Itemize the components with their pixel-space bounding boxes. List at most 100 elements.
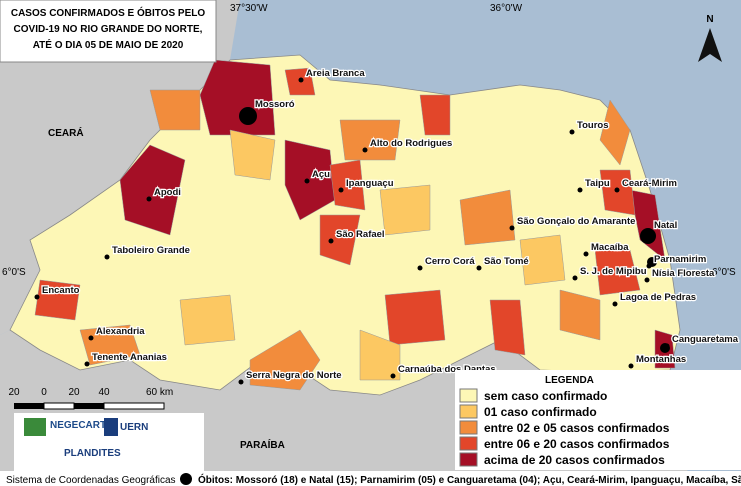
municipalities bbox=[34, 59, 676, 391]
city-label: Canguaretama bbox=[672, 334, 739, 345]
city-label: Lagoa de Pedras bbox=[620, 292, 696, 303]
city-label: Mossoró bbox=[255, 99, 295, 110]
acu bbox=[284, 139, 336, 221]
legend-label: entre 06 e 20 casos confirmados bbox=[484, 437, 670, 451]
city-label: Macaíba bbox=[591, 242, 629, 253]
south-red bbox=[489, 299, 526, 356]
city-dot bbox=[577, 187, 583, 193]
death-dot bbox=[239, 107, 257, 125]
city-dot bbox=[664, 343, 670, 349]
city-label: Nísia Floresta bbox=[652, 268, 715, 279]
legend-swatch bbox=[459, 452, 478, 467]
ipanguacu bbox=[329, 159, 366, 211]
city-label: Alto do Rodrigues bbox=[370, 138, 452, 149]
city-dot bbox=[572, 275, 578, 281]
east-orange bbox=[459, 189, 516, 246]
city-label: Serra Negra do Norte bbox=[246, 370, 342, 381]
city-label: Montanhas bbox=[636, 354, 686, 365]
scale-seg bbox=[103, 402, 165, 410]
city-dot bbox=[417, 265, 423, 271]
scale-label: 60 km bbox=[146, 387, 173, 398]
scale-label: 20 bbox=[8, 387, 20, 398]
city-dot bbox=[84, 361, 90, 367]
yellow-2 bbox=[379, 184, 431, 236]
north-arrow: N bbox=[698, 14, 722, 62]
city-label: Açu bbox=[312, 169, 330, 180]
graticule-label: 37°30'W bbox=[230, 3, 268, 14]
city-label: Natal bbox=[654, 220, 677, 231]
city-dot bbox=[476, 265, 482, 271]
legend-swatch bbox=[459, 420, 478, 435]
yellow-4 bbox=[179, 294, 236, 346]
city-label: Touros bbox=[577, 120, 609, 131]
scale-label: 40 bbox=[98, 387, 110, 398]
north-label: N bbox=[706, 14, 713, 25]
scale-seg bbox=[74, 403, 104, 409]
arrow-shape bbox=[698, 28, 722, 62]
footer-dot bbox=[180, 473, 192, 485]
legend-label: entre 02 e 05 casos confirmados bbox=[484, 421, 670, 435]
legend-box bbox=[455, 370, 741, 470]
scale-label: 20 bbox=[68, 387, 80, 398]
city-label: Alexandria bbox=[96, 326, 145, 337]
city-dot bbox=[328, 238, 334, 244]
city-label: Areia Branca bbox=[306, 68, 365, 79]
legend-label: sem caso confirmado bbox=[484, 389, 607, 403]
city-label: Parnamirim bbox=[654, 254, 706, 265]
city-label: Cerro Corá bbox=[425, 256, 475, 267]
city-label: São Tomé bbox=[484, 256, 529, 267]
legend-title: LEGENDA bbox=[545, 375, 594, 386]
city-dot bbox=[390, 373, 396, 379]
logo: PLANDITES bbox=[64, 448, 121, 459]
sao-rafael bbox=[319, 214, 361, 266]
footer-deaths: Óbitos: Mossoró (18) e Natal (15); Parna… bbox=[198, 473, 741, 486]
central-red bbox=[384, 289, 446, 346]
city-dot bbox=[614, 187, 620, 193]
city-dot bbox=[583, 251, 589, 257]
yellow-5 bbox=[359, 329, 401, 381]
ceara-mirim bbox=[599, 169, 636, 216]
legend-swatch bbox=[459, 404, 478, 419]
yellow-1 bbox=[229, 129, 276, 181]
alexandria bbox=[79, 324, 141, 366]
city-label: Apodi bbox=[154, 187, 181, 198]
scale-seg bbox=[43, 402, 75, 410]
ceara-land bbox=[0, 0, 240, 335]
logo-icon bbox=[24, 418, 46, 436]
logo-icon bbox=[104, 418, 118, 436]
legend-label: 01 caso confirmado bbox=[484, 405, 597, 419]
alto-rodrigues bbox=[339, 119, 401, 161]
touros bbox=[599, 99, 631, 166]
legend-swatch bbox=[459, 388, 478, 403]
city-dot bbox=[238, 379, 244, 385]
city-dot bbox=[644, 277, 650, 283]
logo: NEGECART bbox=[50, 420, 106, 431]
city-label: São Gonçalo do Amarante bbox=[517, 216, 635, 227]
city-dot bbox=[247, 108, 253, 114]
city-label: Encanto bbox=[42, 285, 80, 296]
city-label: São Rafael bbox=[336, 229, 385, 240]
scale-seg bbox=[14, 403, 44, 409]
city-dot bbox=[146, 196, 152, 202]
legend-label: acima de 20 casos confirmados bbox=[484, 453, 665, 467]
city-dot bbox=[509, 225, 515, 231]
region-label: PARAÍBA bbox=[240, 438, 285, 451]
city-dot bbox=[338, 187, 344, 193]
graticule-label: 6°0'S bbox=[2, 267, 26, 278]
city-dot bbox=[646, 229, 652, 235]
macaiba-area bbox=[594, 249, 641, 296]
graticule-label: 6°0'S bbox=[712, 267, 736, 278]
title-box bbox=[0, 0, 217, 63]
city-dot bbox=[34, 294, 40, 300]
scale-label: 0 bbox=[41, 387, 47, 398]
death-dots bbox=[239, 107, 670, 353]
city-label: S. J. de Mipibu bbox=[580, 266, 647, 277]
mipibu-area bbox=[559, 289, 601, 341]
city-dot bbox=[612, 301, 618, 307]
title-line: ATÉ O DIA 05 DE MAIO DE 2020 bbox=[33, 38, 184, 51]
city-dot bbox=[569, 129, 575, 135]
footer-crs: Sistema de Coordenadas Geográficas bbox=[6, 475, 176, 486]
city-label: Taboleiro Grande bbox=[112, 245, 190, 256]
legend-swatch bbox=[459, 436, 478, 451]
